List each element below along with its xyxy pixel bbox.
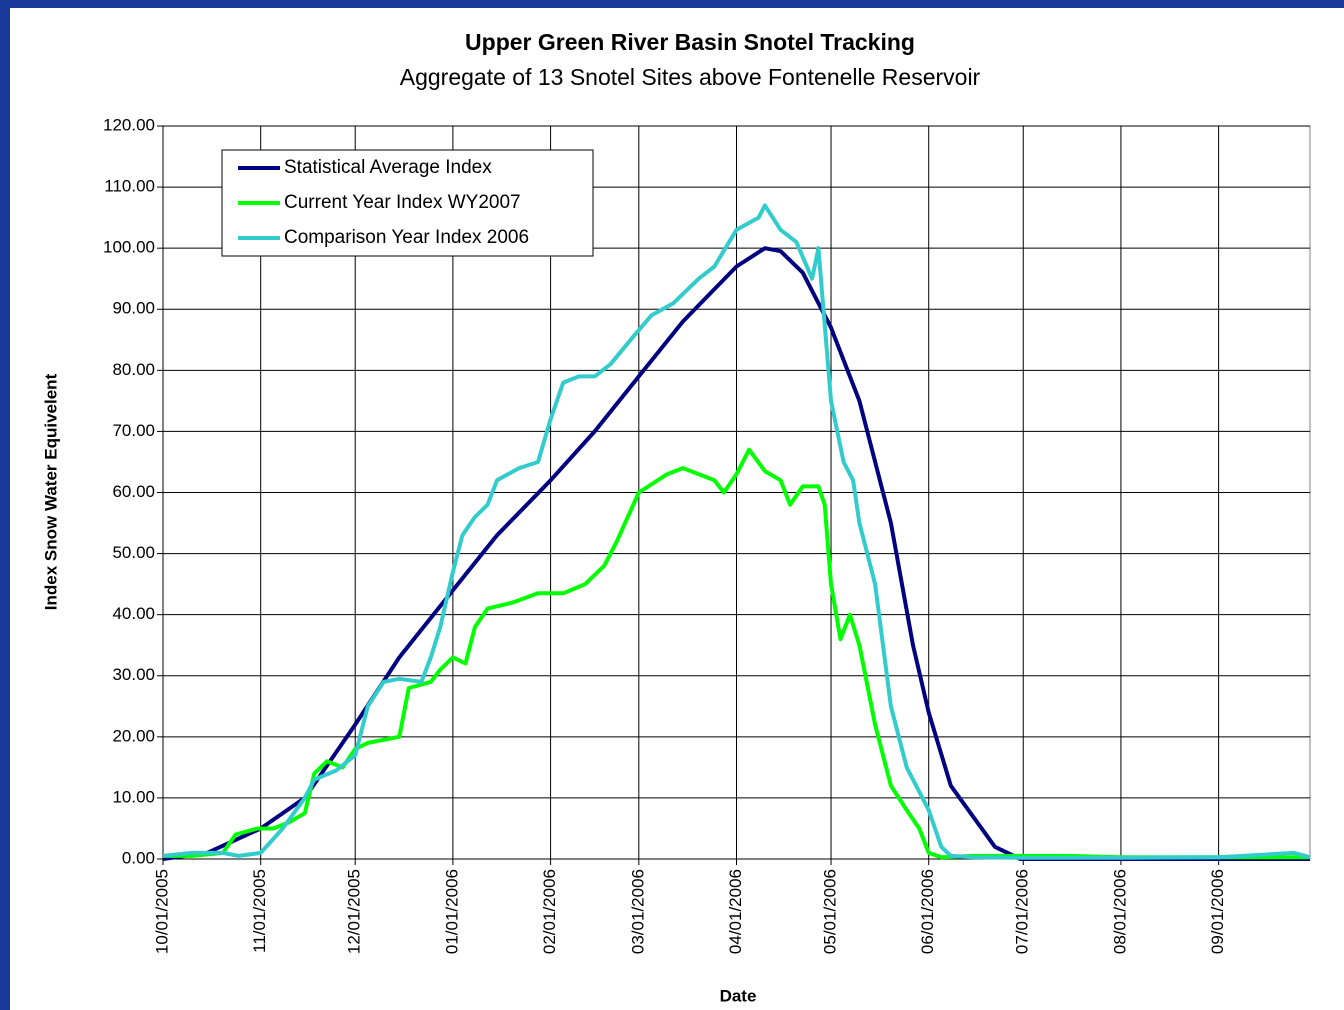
- x-tick-label: 11/01/2005: [250, 869, 269, 953]
- y-axis-label: Index Snow Water Equivelent: [41, 373, 60, 610]
- legend-label: Comparison Year Index 2006: [284, 227, 529, 248]
- legend: Statistical Average Index Current Year In…: [221, 149, 594, 257]
- x-tick-label: 01/01/2006: [442, 869, 461, 954]
- grid: 0.00 10.00 20.00 30.00 40.00 50.00 60.00 70.00 8…: [103, 115, 1310, 954]
- series-line: [162, 203, 1311, 860]
- x-axis-label: Date: [720, 986, 757, 1005]
- y-tick-label: 0.00: [122, 848, 155, 867]
- y-tick-label: 120.00: [103, 115, 155, 134]
- y-tick-label: 40.00: [112, 604, 155, 623]
- y-tick-label: 80.00: [112, 360, 155, 379]
- y-tick-label: 10.00: [112, 787, 155, 806]
- lines: [162, 203, 1311, 861]
- x-tick-label: 06/01/2006: [918, 869, 937, 954]
- chart-title: Upper Green River Basin Snotel Tracking: [465, 29, 915, 55]
- x-tick-label: 08/01/2006: [1110, 869, 1129, 954]
- x-tick-label: 09/01/2006: [1208, 869, 1227, 954]
- x-tick-label: 12/01/2005: [345, 869, 364, 954]
- y-tick-label: 30.00: [112, 665, 155, 684]
- y-tick-label: 100.00: [103, 238, 155, 257]
- x-tick-label: 03/01/2006: [628, 869, 647, 954]
- y-tick-label: 20.00: [112, 726, 155, 745]
- y-tick-label: 70.00: [112, 421, 155, 440]
- x-tick-label: 07/01/2006: [1013, 869, 1032, 954]
- y-tick-label: 50.00: [112, 543, 155, 562]
- y-tick-label: 110.00: [104, 177, 155, 196]
- chart-subtitle: Aggregate of 13 Snotel Sites above Fonte…: [400, 64, 981, 90]
- legend-label: Statistical Average Index: [284, 157, 492, 178]
- x-tick-label: 04/01/2006: [726, 869, 745, 954]
- legend-box: [221, 149, 594, 257]
- series-line: [163, 447, 1310, 860]
- y-tick-label: 90.00: [112, 299, 155, 318]
- y-tick-label: 60.00: [112, 482, 155, 501]
- x-tick-label: 02/01/2006: [540, 869, 559, 954]
- x-tick-label: 10/01/2005: [152, 869, 171, 954]
- x-tick-label: 05/01/2006: [821, 869, 840, 954]
- legend-label: Current Year Index WY2007: [284, 192, 521, 213]
